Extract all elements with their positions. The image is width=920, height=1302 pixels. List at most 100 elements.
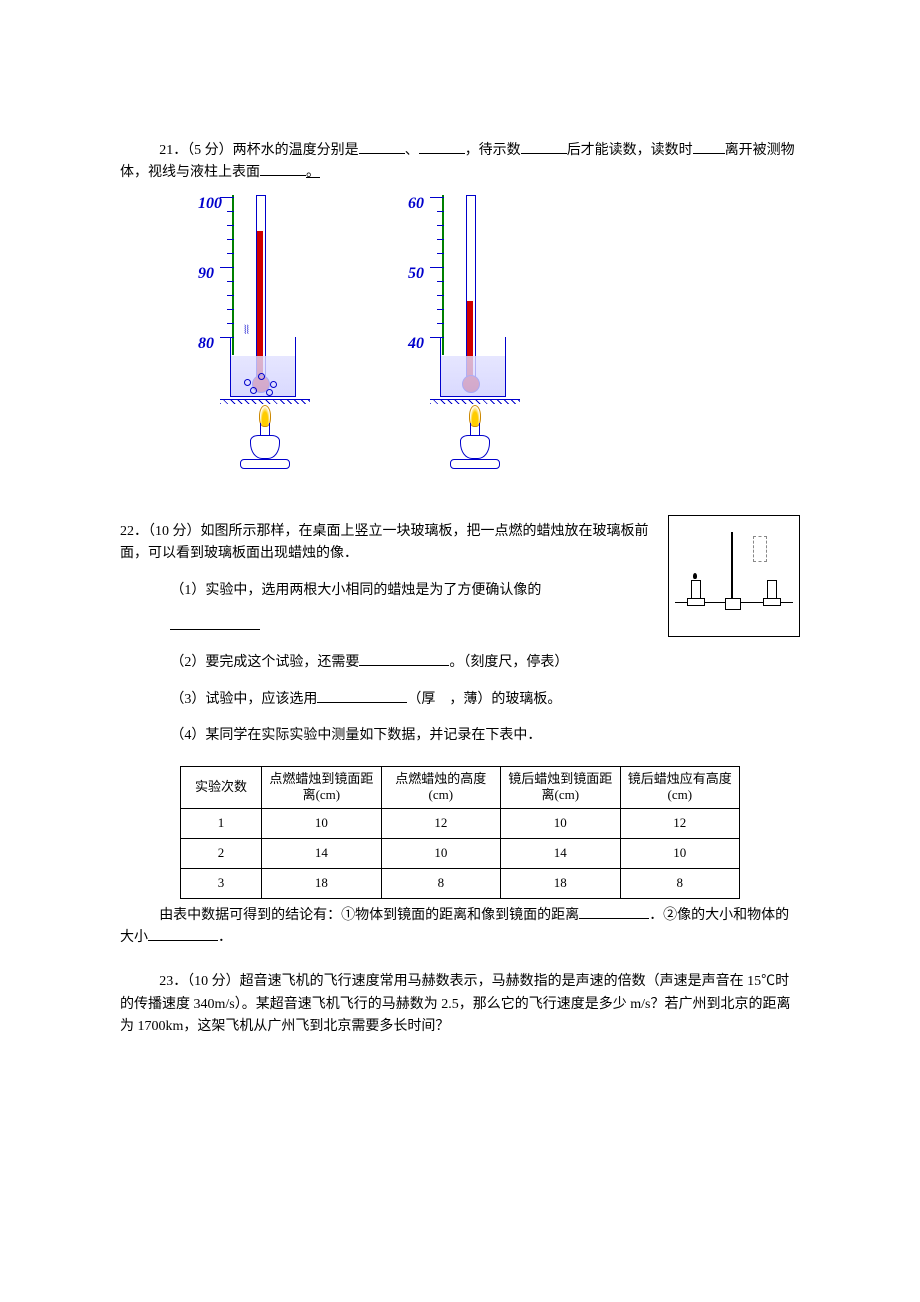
bubble-icon <box>244 379 251 386</box>
tick <box>227 253 234 254</box>
th-4: 镜后蜡烛应有高度(cm) <box>620 766 739 809</box>
stand <box>220 399 310 403</box>
q21-text-1: 21．（5 分）两杯水的温度分别是 <box>159 143 359 158</box>
bubble-icon <box>258 373 265 380</box>
tick <box>437 253 444 254</box>
tick <box>430 267 444 268</box>
bubble-icon <box>266 389 273 396</box>
th-2: 点燃蜡烛的高度(cm) <box>381 766 500 809</box>
scale-label: 50 <box>408 261 424 287</box>
cell: 10 <box>262 809 381 839</box>
virtual-image <box>753 536 767 562</box>
tick <box>437 211 444 212</box>
table-row: 2 14 10 14 10 <box>181 839 740 869</box>
scale-label: 80 <box>198 331 214 357</box>
q22-i2-post: 。（刻度尺，停表） <box>449 655 568 670</box>
cell: 14 <box>501 839 620 869</box>
cell: 18 <box>262 868 381 898</box>
tick <box>227 323 234 324</box>
burner-base <box>240 459 290 469</box>
burner-neck <box>260 423 270 435</box>
burner-body <box>460 435 490 459</box>
steam-icon: ⦚⦚ <box>244 321 249 340</box>
q22-blank-conc-2 <box>148 940 218 941</box>
tick <box>227 239 234 240</box>
cell: 10 <box>381 839 500 869</box>
burner-neck <box>470 423 480 435</box>
q22-item-4: （4）某同学在实际实验中测量如下数据，并记录在下表中． <box>170 725 800 747</box>
candle-right <box>767 580 777 600</box>
scale-label: 40 <box>408 331 424 357</box>
q22-head-text: 22．（10 分）如图所示那样，在桌面上竖立一块玻璃板，把一点燃的蜡烛放在玻璃板… <box>120 524 649 561</box>
q21-text-2: ，待示数 <box>465 143 521 158</box>
burner-base <box>450 459 500 469</box>
tick <box>437 323 444 324</box>
tick <box>437 225 444 226</box>
scale-label: 60 <box>408 191 424 217</box>
q21-blank-3 <box>521 153 567 154</box>
tick <box>227 295 234 296</box>
th-1: 点燃蜡烛到镜面距离(cm) <box>262 766 381 809</box>
cell: 10 <box>501 809 620 839</box>
q22-section: 22．（10 分）如图所示那样，在桌面上竖立一块玻璃板，把一点燃的蜡烛放在玻璃板… <box>120 515 800 762</box>
cell: 8 <box>381 868 500 898</box>
cell: 3 <box>181 868 262 898</box>
candle-left <box>691 580 701 600</box>
q21-blank-5 <box>260 175 306 176</box>
table-row: 3 18 8 18 8 <box>181 868 740 898</box>
beaker-water <box>441 356 505 396</box>
q22-i1-pre: （1）实验中，选用两根大小相同的蜡烛是为了方便确认像的 <box>170 583 541 598</box>
stand-hatch <box>430 399 520 404</box>
q22-i2-pre: （2）要完成这个试验，还需要 <box>170 655 359 670</box>
q22-concl-end: ． <box>218 930 232 945</box>
scale-label: 90 <box>198 261 214 287</box>
candle-flame-icon <box>693 573 697 579</box>
q22-blank-3 <box>317 702 407 703</box>
cell: 14 <box>262 839 381 869</box>
tick <box>227 281 234 282</box>
th-3: 镜后蜡烛到镜面距离(cm) <box>501 766 620 809</box>
scale-bar <box>232 195 234 355</box>
candle-holder <box>687 598 705 606</box>
burner-right <box>456 419 492 483</box>
q21-blank-2 <box>419 153 465 154</box>
cell: 2 <box>181 839 262 869</box>
therm-left-scale: 100 90 80 <box>200 191 246 361</box>
table-row: 1 10 12 10 12 <box>181 809 740 839</box>
q23-text: 23．（10 分）超音速飞机的飞行速度常用马赫数表示，马赫数指的是声速的倍数（声… <box>120 974 790 1034</box>
q22-concl-pre: 由表中数据可得到的结论有：①物体到镜面的距离和像到镜面的距离 <box>159 908 579 923</box>
q21-blank-1 <box>359 153 405 154</box>
q22-blank-1 <box>170 629 260 630</box>
stand <box>430 399 520 403</box>
q21-sep: 、 <box>405 143 419 158</box>
bubble-icon <box>270 381 277 388</box>
q22-i3-pre: （3）试验中，应该选用 <box>170 692 317 707</box>
q22-i4-text: （4）某同学在实际实验中测量如下数据，并记录在下表中． <box>170 728 541 743</box>
therm-right-scale: 60 50 40 <box>410 191 456 361</box>
q22-item-2: （2）要完成这个试验，还需要 。（刻度尺，停表） <box>170 652 800 674</box>
cell: 12 <box>620 809 739 839</box>
experiment-table: 实验次数 点燃蜡烛到镜面距离(cm) 点燃蜡烛的高度(cm) 镜后蜡烛到镜面距离… <box>180 766 740 899</box>
candle-holder <box>763 598 781 606</box>
q22-blank-2 <box>359 665 449 666</box>
cell: 18 <box>501 868 620 898</box>
q21-blank-4 <box>693 153 725 154</box>
tick <box>227 225 234 226</box>
burner-left <box>246 419 282 483</box>
th-0: 实验次数 <box>181 766 262 809</box>
tick <box>437 295 444 296</box>
mirror-figure <box>668 515 800 637</box>
tick <box>437 239 444 240</box>
cell: 8 <box>620 868 739 898</box>
tick <box>437 309 444 310</box>
tick <box>220 197 234 198</box>
q21-end: 。 <box>306 165 320 180</box>
q21-text-3: 后才能读数，读数时 <box>567 143 693 158</box>
q22-conclusion: 由表中数据可得到的结论有：①物体到镜面的距离和像到镜面的距离．②像的大小和物体的… <box>120 905 800 950</box>
beaker-left <box>230 337 296 397</box>
q22-blank-conc-1 <box>579 918 649 919</box>
beaker-right <box>440 337 506 397</box>
bubble-icon <box>250 387 257 394</box>
thermometer-figure: 100 90 80 <box>160 191 570 501</box>
cell: 10 <box>620 839 739 869</box>
